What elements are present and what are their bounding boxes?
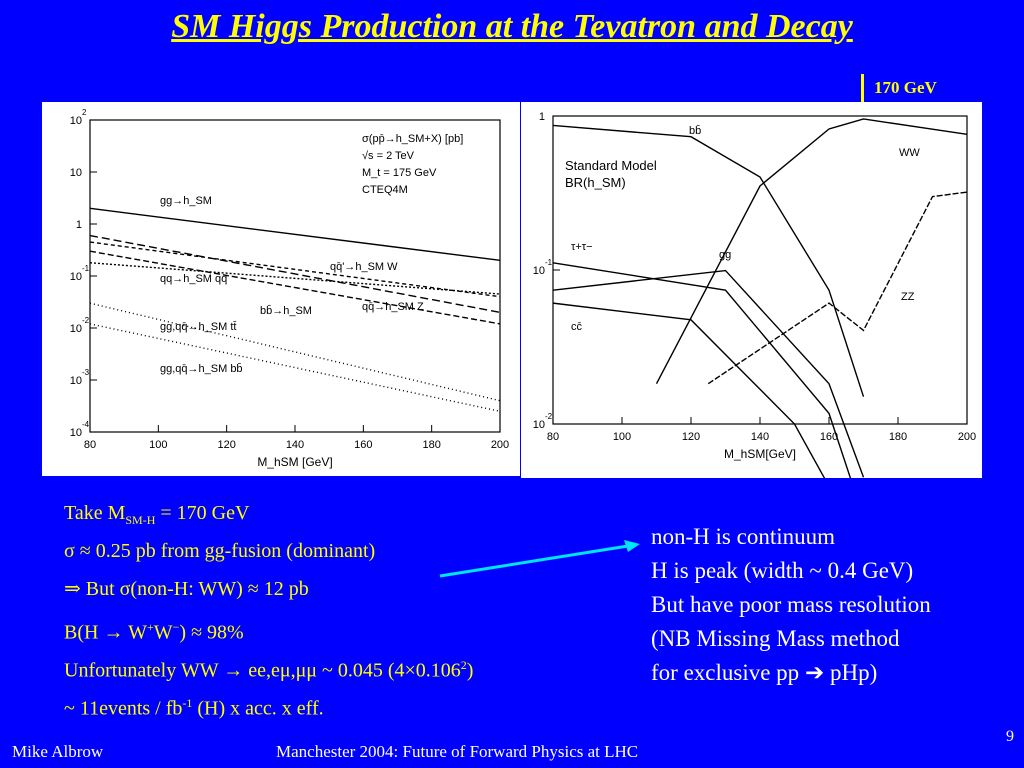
- x-tick-label: 160: [354, 439, 372, 451]
- slide-title: SM Higgs Production at the Tevatron and …: [171, 8, 853, 45]
- x-tick-label: 80: [547, 431, 559, 443]
- y-tick-exponent: 2: [82, 108, 87, 117]
- x-tick-label: 100: [149, 439, 167, 451]
- series-line: [655, 118, 968, 385]
- series-line: [552, 124, 865, 397]
- series-label: WW: [899, 147, 920, 159]
- series-line: [89, 262, 501, 295]
- footer-event: Manchester 2004: Future of Forward Physi…: [276, 742, 639, 761]
- x-tick-label: 120: [682, 431, 700, 443]
- y-tick-label: 10: [70, 271, 82, 283]
- note-line-4: B(H → W+W−) ≈ 98%: [64, 620, 244, 644]
- x-tick-label: 180: [422, 439, 440, 451]
- y-tick-label: 10: [70, 115, 82, 127]
- series-label: qq̄'→h_SM W: [330, 261, 398, 273]
- y-tick-exponent: -3: [82, 368, 90, 377]
- series-label: gg→h_SM: [160, 195, 212, 207]
- footer-author: Mike Albrow: [12, 742, 104, 761]
- y-tick-label: 10: [70, 375, 82, 387]
- series-line: [552, 262, 852, 478]
- marker-arrow: [861, 74, 864, 108]
- x-tick-label: 180: [889, 431, 907, 443]
- x-tick-label: 160: [820, 431, 838, 443]
- series-line: [707, 191, 968, 385]
- y-tick-exponent: -4: [82, 420, 90, 429]
- y-tick-exponent: -1: [82, 264, 90, 273]
- branching-ratio-chart-svg: 80 100 120 140 160 180 200110-110-2M_hSM[GeV]b…: [533, 111, 976, 478]
- chart-annotation: √s = 2 TeV: [362, 150, 415, 162]
- series-line: [552, 302, 826, 478]
- series-label: bb̄: [689, 124, 701, 137]
- marker-label: 170 GeV: [874, 78, 937, 97]
- series-label: qq→h_SM qq: [160, 273, 227, 285]
- series-label: bb̄→h_SM: [260, 304, 312, 317]
- series-label: gg,qq̄→h_SM tt̄: [160, 321, 237, 333]
- right-arrow-icon: ➔: [804, 660, 825, 685]
- series-label: gg: [719, 249, 731, 261]
- series-line: [552, 269, 865, 478]
- series-label: cc̄: [571, 321, 583, 333]
- chart-annotation: σ(pp̄→h_SM+X) [pb]: [362, 133, 463, 145]
- x-axis-label: M_hSM[GeV]: [724, 447, 796, 461]
- series-label: gg,qq̄→h_SM bb̄: [160, 362, 243, 375]
- right-line-4: (NB Missing Mass method: [651, 626, 900, 651]
- series-line: [89, 234, 501, 314]
- y-tick-label: 10: [533, 419, 545, 431]
- y-tick-label: 10: [70, 427, 82, 439]
- right-line-1: non-H is continuum: [651, 524, 835, 549]
- y-tick-exponent: -2: [545, 412, 553, 421]
- y-tick-label: 1: [76, 219, 82, 231]
- chart-annotation: BR(h_SM): [565, 175, 626, 190]
- note-line-1: Take MSM-H = 170 GeV: [64, 502, 250, 527]
- x-tick-label: 120: [217, 439, 235, 451]
- right-line-5: for exclusive pp ➔ pHp): [651, 660, 878, 685]
- production-chart-svg: 80 100 120 140 160 180 20010210110-110-210-310…: [70, 108, 509, 469]
- x-tick-label: 80: [84, 439, 96, 451]
- chart-annotation: CTEQ4M: [362, 184, 408, 196]
- production-chart: 80 100 120 140 160 180 200 10 2 10 1 10 -1 10 -2 10 -3 10…: [42, 102, 520, 476]
- note-line-6: ~ 11events / fb-1 (H) x acc. x eff.: [64, 696, 324, 720]
- y-tick-label: 10: [70, 323, 82, 335]
- series-label: qq̄→h_SM Z: [362, 301, 424, 313]
- series-line: [89, 250, 501, 325]
- chart-annotation: Standard Model: [565, 158, 657, 173]
- note-line-5: Unfortunately WW → ee,eμ,μμ ~ 0.045 (4×0…: [64, 658, 474, 682]
- note-line-2: σ ≈ 0.25 pb from gg-fusion (dominant): [64, 540, 376, 562]
- right-notes: non-H is continuum H is peak (width ~ 0.…: [651, 520, 931, 690]
- series-line: [89, 207, 501, 262]
- right-line-3: But have poor mass resolution: [651, 592, 931, 617]
- x-tick-label: 140: [286, 439, 304, 451]
- series-line: [89, 241, 501, 298]
- x-tick-label: 200: [491, 439, 509, 451]
- y-tick-label: 10: [533, 265, 545, 277]
- x-tick-label: 200: [958, 431, 976, 443]
- x-tick-label: 100: [613, 431, 631, 443]
- branching-ratio-chart: 80 100 120 140 160 180 200 1 10 -1 10 -2 M_hSM[GeV] b…: [521, 102, 982, 478]
- chart-annotation: M_t = 175 GeV: [362, 167, 437, 179]
- page-number: 9: [1006, 728, 1014, 745]
- y-tick-label: 1: [539, 111, 545, 123]
- y-tick-label: 10: [70, 167, 82, 179]
- left-notes: Take MSM-H = 170 GeV σ ≈ 0.25 pb from gg…: [64, 500, 473, 728]
- x-axis-label: M_hSM [GeV]: [257, 455, 332, 469]
- note-line-3: ⇒ But σ(non-H: WW) ≈ 12 pb: [64, 578, 309, 600]
- series-label: τ+τ−: [571, 241, 593, 253]
- series-label: ZZ: [901, 291, 915, 303]
- y-tick-exponent: -2: [82, 316, 90, 325]
- x-tick-label: 140: [751, 431, 769, 443]
- right-line-2: H is peak (width ~ 0.4 GeV): [651, 558, 914, 583]
- y-tick-exponent: -1: [545, 258, 553, 267]
